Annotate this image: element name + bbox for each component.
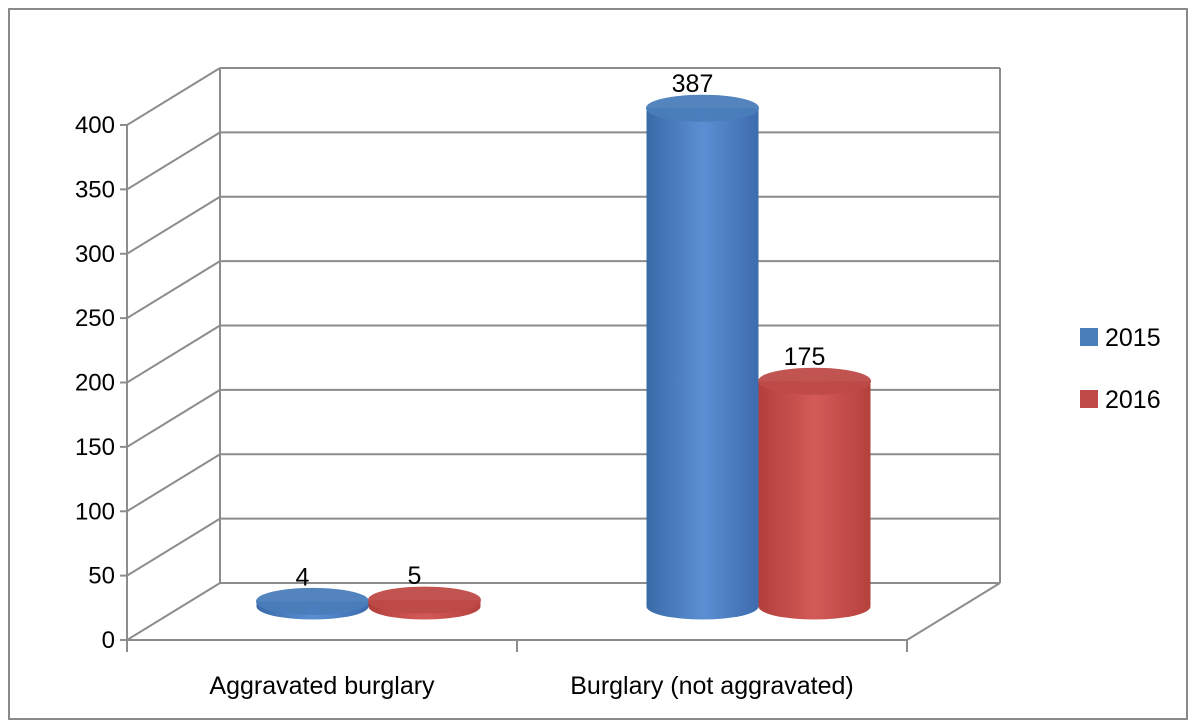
x-category-label: Aggravated burglary <box>209 672 435 700</box>
legend-swatch-2016 <box>1080 390 1098 408</box>
gridline-side-100 <box>126 453 221 513</box>
gridline-side-200 <box>126 324 221 384</box>
y-tick-label: 250 <box>75 305 115 332</box>
gridline-side-150 <box>126 389 221 448</box>
bar-top-2015-0 <box>256 587 369 615</box>
x-category-label: Burglary (not aggravated) <box>570 672 853 700</box>
label-layer: 4 387 5 175 <box>296 70 826 591</box>
gridline-side-250 <box>126 260 221 319</box>
data-label: 4 <box>296 563 310 591</box>
y-tick-label: 100 <box>75 498 115 525</box>
axis-layer: 0 50 100 150 200 250 300 350 400 Aggravated burgl… <box>75 112 908 700</box>
bar-layer <box>256 94 871 620</box>
y-tick-label: 50 <box>88 563 115 590</box>
floor-left-edge <box>126 582 221 641</box>
y-tick-label: 0 <box>102 627 115 654</box>
data-label: 5 <box>408 562 422 590</box>
gridline-side-350 <box>126 131 221 191</box>
gridline-side-300 <box>126 195 221 255</box>
bar-2016-1 <box>758 381 871 620</box>
bar-top-2016-1 <box>758 367 871 395</box>
chart-frame <box>8 8 1188 720</box>
y-tick-label: 350 <box>75 176 115 203</box>
legend-label-2016: 2016 <box>1105 386 1161 414</box>
legend: 2015 2016 <box>1080 324 1161 414</box>
y-tick-label: 150 <box>75 434 115 461</box>
y-tick-label: 200 <box>75 370 115 397</box>
bar-top-2015-1 <box>646 94 759 122</box>
legend-swatch-2015 <box>1080 328 1098 346</box>
data-label: 175 <box>784 343 826 371</box>
data-label: 387 <box>672 70 714 98</box>
gridline-side-50 <box>126 517 221 577</box>
y-tick-label: 300 <box>75 241 115 268</box>
bar-2015-1 <box>646 108 759 620</box>
floor-right-edge <box>906 582 1001 641</box>
bar-top-2016-0 <box>368 586 481 614</box>
y-tick-label: 400 <box>75 112 115 139</box>
gridline-side-400 <box>126 67 221 126</box>
legend-label-2015: 2015 <box>1105 324 1161 352</box>
